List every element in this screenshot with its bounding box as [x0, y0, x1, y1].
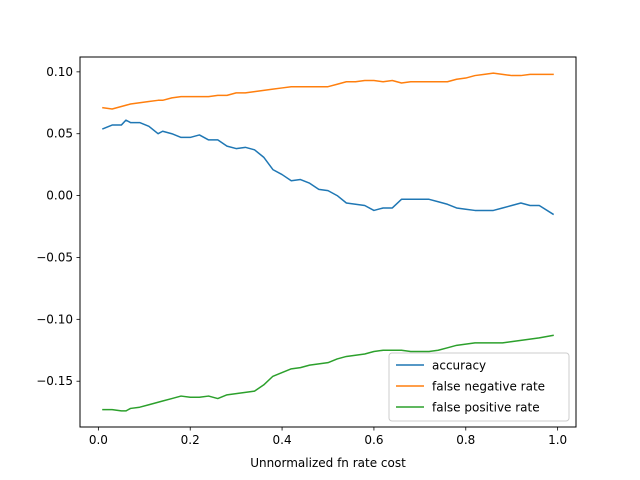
- x-tick-label: 0.2: [181, 433, 200, 447]
- series-layer: [101, 72, 555, 412]
- x-tick-label: 0.0: [89, 433, 108, 447]
- x-tick-label: 1.0: [548, 433, 567, 447]
- legend-label: accuracy: [432, 359, 486, 373]
- axes-frame: [79, 56, 577, 428]
- x-tick-label: 0.4: [273, 433, 292, 447]
- y-tick-label: −0.15: [36, 374, 73, 388]
- x-axis: 0.0 0.2 0.4 0.6 0.8 1.0: [89, 427, 567, 447]
- y-tick-label: 0.10: [46, 65, 73, 79]
- series-line-false-negative-rate: [102, 72, 554, 110]
- y-axis: 0.10 0.05 0.00 −0.05 −0.10 −0.15: [36, 65, 80, 388]
- legend-label: false positive rate: [432, 401, 540, 415]
- y-tick-label: 0.00: [46, 189, 73, 203]
- legend-box: [388, 352, 570, 422]
- y-tick-label: −0.05: [36, 250, 73, 264]
- y-tick-label: −0.10: [36, 312, 73, 326]
- x-tick-label: 0.6: [364, 433, 383, 447]
- series-line-false-positive-rate: [102, 334, 554, 412]
- y-tick-label: 0.05: [46, 127, 73, 141]
- legend-label: false negative rate: [432, 380, 545, 394]
- x-axis-label: Unnormalized fn rate cost: [250, 456, 406, 470]
- legend: accuracy false negative rate false positiv…: [388, 352, 570, 422]
- series-line-accuracy: [101, 119, 555, 216]
- x-tick-label: 0.8: [456, 433, 475, 447]
